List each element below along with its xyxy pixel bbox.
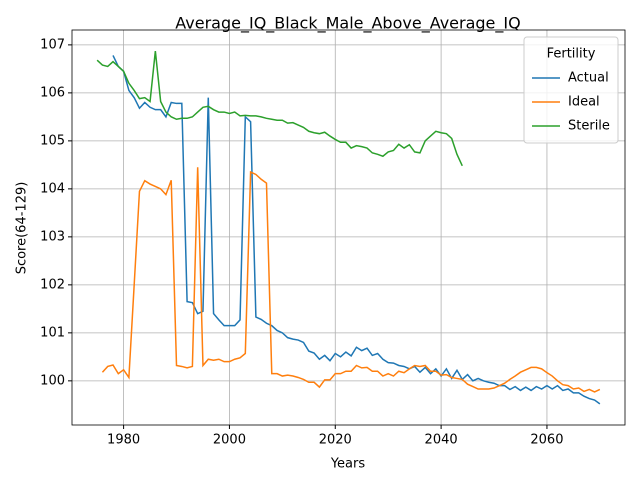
y-tick-label: 107 (40, 37, 65, 52)
legend-label: Sterile (568, 119, 610, 134)
y-tick-label: 103 (40, 229, 65, 244)
legend-box (523, 36, 619, 144)
y-axis-label: Score(64-129) (15, 182, 30, 275)
legend-label: Ideal (568, 95, 600, 110)
y-tick-label: 106 (40, 85, 65, 100)
legend-label: Actual (568, 71, 609, 86)
y-tick-label: 102 (40, 277, 65, 292)
x-tick-label: 2000 (213, 433, 246, 448)
series-line (96, 51, 463, 167)
series-line (101, 167, 601, 393)
x-tick-label: 2020 (319, 433, 352, 448)
y-tick-label: 104 (40, 181, 65, 196)
legend-title: Fertility (547, 47, 596, 62)
chart-title: Average_IQ_Black_Male_Above_Average_IQ (175, 14, 520, 34)
x-tick-label: 1980 (107, 433, 140, 448)
y-tick-label: 100 (40, 373, 65, 388)
y-tick-label: 105 (40, 133, 65, 148)
y-tick-label: 101 (40, 325, 65, 340)
legend: Fertility Actual Ideal Sterile (523, 36, 619, 144)
plot-frame (71, 29, 626, 426)
x-axis-label: Years (330, 457, 366, 472)
x-tick-label: 2040 (425, 433, 458, 448)
x-tick-label: 2060 (530, 433, 563, 448)
